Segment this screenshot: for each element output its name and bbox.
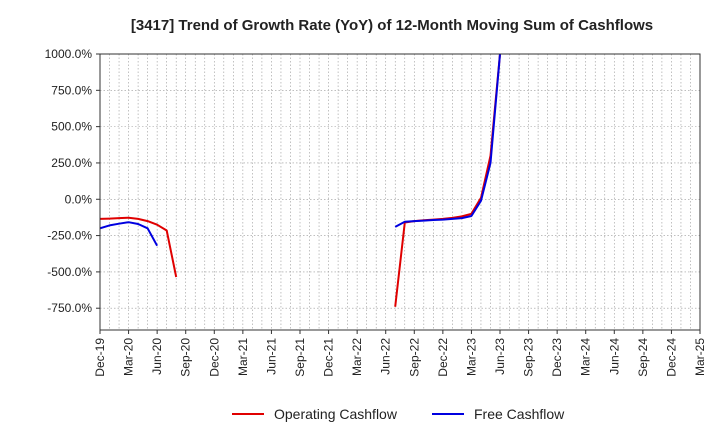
x-tick-label: Mar-21 [236, 338, 250, 376]
x-tick-label: Sep-24 [636, 338, 650, 377]
y-tick-label: 250.0% [51, 156, 92, 170]
x-tick-label: Mar-22 [350, 338, 364, 376]
x-tick-label: Jun-23 [493, 338, 507, 375]
y-tick-label: -500.0% [47, 265, 92, 279]
y-tick-label: -250.0% [47, 229, 92, 243]
legend-label: Operating Cashflow [274, 406, 398, 422]
x-tick-label: Jun-20 [150, 338, 164, 375]
series-line [100, 221, 158, 247]
x-tick-label: Sep-21 [293, 338, 307, 377]
y-tick-label: 0.0% [65, 192, 93, 206]
x-tick-label: Mar-24 [579, 338, 593, 376]
series-line [100, 216, 178, 278]
legend: Operating Cashflow Free Cashflow [232, 406, 565, 422]
series-layer [100, 54, 501, 307]
series-group [100, 54, 501, 247]
plot-border [99, 53, 701, 331]
x-tick-label: Mar-23 [464, 338, 478, 376]
y-tick-label: 1000.0% [45, 47, 93, 61]
x-tick-label: Dec-21 [322, 338, 336, 377]
x-tick-label: Sep-20 [179, 338, 193, 377]
x-tick-label: Dec-20 [207, 338, 221, 377]
axis-layer: 1000.0% 750.0% 500.0% 250.0% 0.0% -250.0% -500… [45, 47, 707, 377]
x-tick-label: Jun-21 [264, 338, 278, 375]
series-line [394, 54, 501, 228]
x-tick-label: Dec-24 [664, 338, 678, 377]
y-tick-label: 500.0% [51, 120, 92, 134]
x-tick-label: Sep-22 [407, 338, 421, 377]
plot-area [100, 54, 700, 330]
y-tick-label: -750.0% [47, 301, 92, 315]
x-tick-label: Sep-23 [522, 338, 536, 377]
legend-label: Free Cashflow [474, 406, 565, 422]
chart-title: [3417] Trend of Growth Rate (YoY) of 12-… [131, 17, 653, 34]
x-tick-label: Jun-24 [607, 338, 621, 375]
x-tick-label: Dec-22 [436, 338, 450, 377]
y-tick-label: 750.0% [51, 83, 92, 97]
x-tick-label: Mar-20 [122, 338, 136, 376]
x-tick-label: Dec-23 [550, 338, 564, 377]
x-tick-label: Dec-19 [93, 338, 107, 377]
x-tick-label: Mar-25 [693, 338, 707, 376]
x-tick-label: Jun-22 [379, 338, 393, 375]
grid-layer [99, 53, 701, 330]
